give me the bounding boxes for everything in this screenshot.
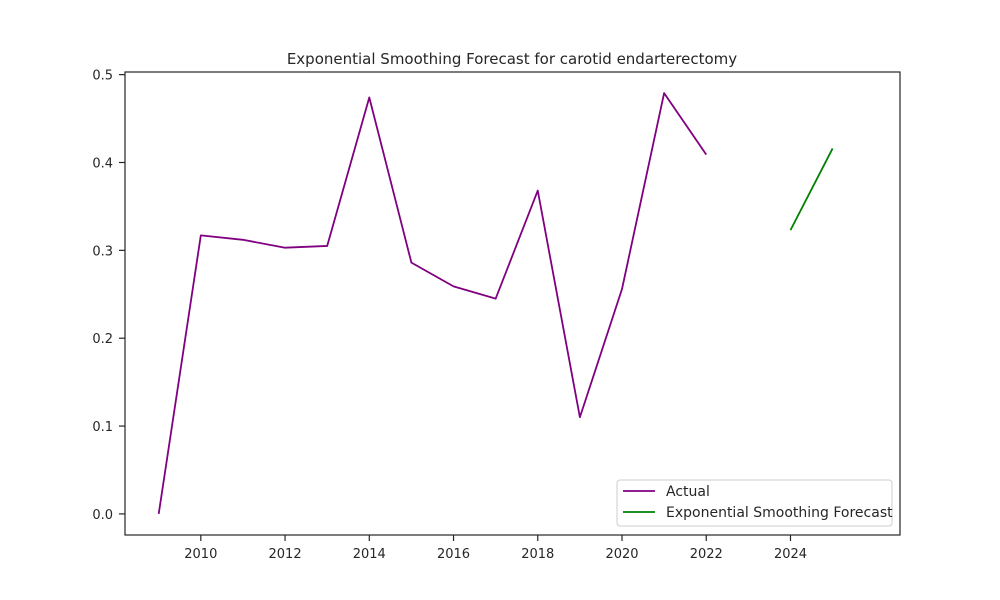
y-tick-label: 0.2 — [92, 332, 113, 347]
x-tick-label: 2022 — [690, 547, 723, 562]
chart-title: Exponential Smoothing Forecast for carot… — [287, 50, 737, 68]
y-tick-label: 0.5 — [92, 69, 113, 84]
x-tick-label: 2024 — [774, 547, 807, 562]
plot-area — [124, 71, 901, 536]
x-tick-label: 2020 — [605, 547, 638, 562]
series-layer — [157, 92, 834, 515]
series-line-1 — [789, 148, 834, 231]
legend: Actual Exponential Smoothing Forecast — [616, 479, 893, 527]
y-tick-label: 0.0 — [92, 508, 113, 523]
x-tick-label: 2010 — [184, 547, 217, 562]
x-tick-label: 2018 — [521, 547, 554, 562]
x-tick-label: 2012 — [269, 547, 302, 562]
x-axis: 2010 2012 2014 2016 2018 2020 2022 2024 — [184, 535, 807, 562]
y-tick-label: 0.1 — [92, 420, 113, 435]
y-tick-label: 0.3 — [92, 244, 113, 259]
y-axis: 0.0 0.1 0.2 0.3 0.4 0.5 — [92, 69, 125, 523]
x-tick-label: 2016 — [437, 547, 470, 562]
legend-label-1: Exponential Smoothing Forecast — [666, 505, 893, 521]
legend-box — [616, 479, 893, 527]
series-line-0 — [157, 92, 707, 515]
plot-frame — [124, 71, 901, 536]
y-tick-label: 0.4 — [92, 156, 113, 171]
legend-label-0: Actual — [666, 484, 710, 500]
x-tick-label: 2014 — [353, 547, 386, 562]
